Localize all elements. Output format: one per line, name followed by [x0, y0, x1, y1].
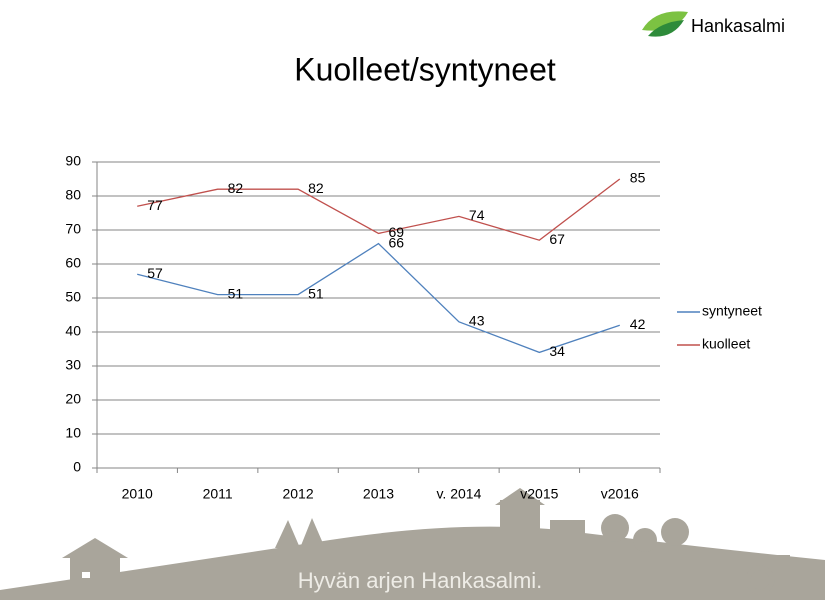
data-label: 66 [389, 234, 405, 250]
barn-roof [495, 488, 545, 505]
y-tick-label: 80 [65, 187, 81, 203]
data-label: 74 [469, 207, 485, 223]
cow [550, 520, 585, 542]
roof [62, 538, 128, 558]
footer: Hyvän arjen Hankasalmi. [0, 488, 825, 600]
trees [275, 518, 325, 548]
house [70, 556, 120, 588]
chart-title: Kuolleet/syntyneet [294, 51, 556, 87]
logo-leaf [642, 11, 688, 31]
data-label: 42 [630, 316, 646, 332]
data-label: 51 [228, 285, 244, 301]
data-label: 51 [308, 285, 324, 301]
legend-label: syntyneet [702, 303, 762, 319]
x-tick-label: v. 2014 [436, 486, 481, 502]
x-tick-label: v2015 [520, 486, 558, 502]
logo-text: Hankasalmi [691, 16, 785, 36]
tractor [750, 555, 790, 577]
footer-text: Hyvän arjen Hankasalmi. [298, 568, 543, 593]
data-label: 85 [630, 170, 646, 186]
logo: Hankasalmi [642, 11, 785, 37]
line [137, 178, 621, 241]
x-tick-label: 2013 [363, 486, 394, 502]
data-label: 82 [308, 180, 324, 196]
x-tick-label: 2010 [122, 486, 153, 502]
tree [601, 514, 629, 542]
logo-leaf [648, 20, 684, 37]
data-label: 34 [549, 343, 565, 359]
y-tick-label: 40 [65, 323, 81, 339]
y-tick-label: 50 [65, 289, 81, 305]
data-label: 82 [228, 180, 244, 196]
y-tick-label: 60 [65, 255, 81, 271]
x-tick-label: 2012 [282, 486, 313, 502]
y-tick-label: 20 [65, 391, 81, 407]
legend-label: kuolleet [702, 336, 750, 352]
y-tick-label: 10 [65, 425, 81, 441]
x-tick-label: 2011 [203, 486, 233, 502]
y-tick-label: 90 [65, 153, 81, 169]
y-tick-label: 70 [65, 221, 81, 237]
barn [500, 500, 540, 540]
y-tick-label: 0 [73, 459, 81, 475]
tree [661, 518, 689, 546]
data-label: 57 [147, 265, 163, 281]
window [82, 572, 90, 578]
data-label: 77 [147, 197, 163, 213]
data-label: 69 [389, 224, 405, 240]
data-label: 67 [549, 231, 565, 247]
line [137, 242, 620, 354]
tree [633, 528, 657, 552]
wheel [745, 565, 775, 595]
y-tick-label: 30 [65, 357, 81, 373]
hill [0, 526, 825, 600]
x-tick-label: v2016 [601, 486, 639, 502]
data-label: 43 [469, 313, 485, 329]
